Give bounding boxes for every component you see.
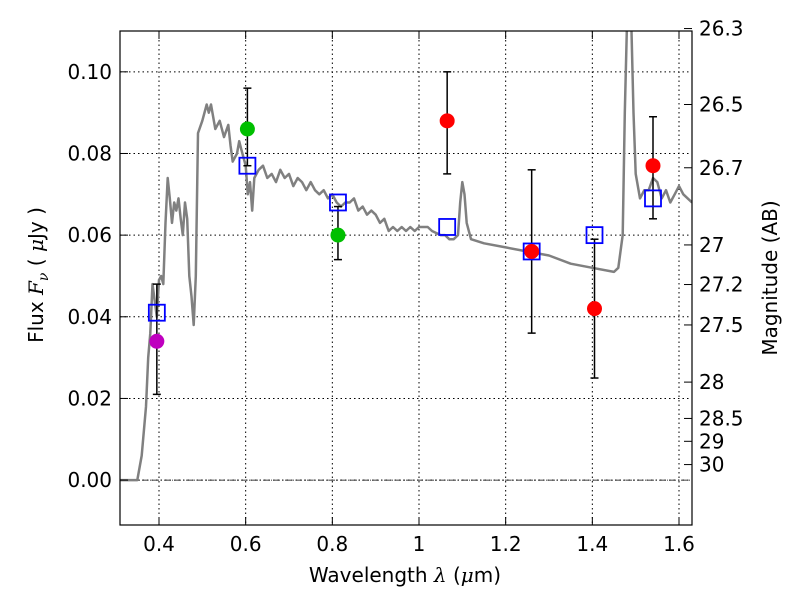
x-tick-label: 1.2 <box>490 532 522 556</box>
observed-photometry-point <box>524 243 540 259</box>
mag-tick-label: 29 <box>699 429 724 453</box>
mag-tick-label: 26.7 <box>699 156 744 180</box>
data-layer <box>120 31 692 482</box>
mag-tick-label: 28 <box>699 370 724 394</box>
plot-frame <box>119 30 693 526</box>
synthetic-photometry-square <box>522 242 541 261</box>
x-tick-label: 1.6 <box>663 532 695 556</box>
ticks-layer: 0.4 0.6 0.8 1 1.2 1.4 1.6 0.00 0.02 0.04 0.06 0.08 0… <box>67 17 743 556</box>
synthetic-photometry-square <box>147 303 166 322</box>
mag-tick-label: 28.5 <box>699 406 744 430</box>
mag-tick-label: 30 <box>699 453 724 477</box>
observed-photometry-point <box>587 301 602 317</box>
x-tick-label: 1.4 <box>576 532 608 556</box>
mag-tick-label: 27.5 <box>699 313 744 337</box>
y-tick-label: 0.10 <box>67 60 112 84</box>
observed-photometry-point <box>149 333 165 349</box>
y-tick-label: 0.06 <box>67 223 112 247</box>
y-tick-label: 0.00 <box>67 468 112 492</box>
grid-layer <box>120 31 692 525</box>
observed-photometry-point <box>439 113 455 129</box>
observed-photometry-point <box>330 227 346 243</box>
observed-photometry-point <box>645 158 661 174</box>
y-tick-label: 0.08 <box>67 141 112 165</box>
synthetic-photometry-square <box>585 226 604 245</box>
synthetic-photometry-square <box>329 193 347 212</box>
y-axis-label: Flux Fν ( μJy ) <box>24 207 52 343</box>
sed-model-line <box>120 31 692 482</box>
synthetic-photometry-square <box>438 218 457 236</box>
x-axis-label: Wavelength λ (μm) <box>309 563 501 587</box>
mag-tick-label: 26.3 <box>699 17 744 41</box>
x-tick-label: 0.4 <box>143 532 175 556</box>
synthetic-photometry-square <box>644 189 662 208</box>
x-tick-label: 0.6 <box>230 532 262 556</box>
mag-tick-label: 26.5 <box>699 92 744 116</box>
x-tick-label: 0.8 <box>316 532 348 556</box>
mag-tick-label: 27 <box>699 233 724 257</box>
y-tick-label: 0.02 <box>67 386 112 410</box>
synthetic-photometry-square <box>238 156 257 175</box>
x-tick-label: 1 <box>413 532 426 556</box>
y-tick-label: 0.04 <box>67 305 112 329</box>
mag-tick-label: 27.2 <box>699 273 744 297</box>
observed-photometry-point <box>239 121 255 137</box>
y2-axis-label: Magnitude (AB) <box>758 200 782 355</box>
